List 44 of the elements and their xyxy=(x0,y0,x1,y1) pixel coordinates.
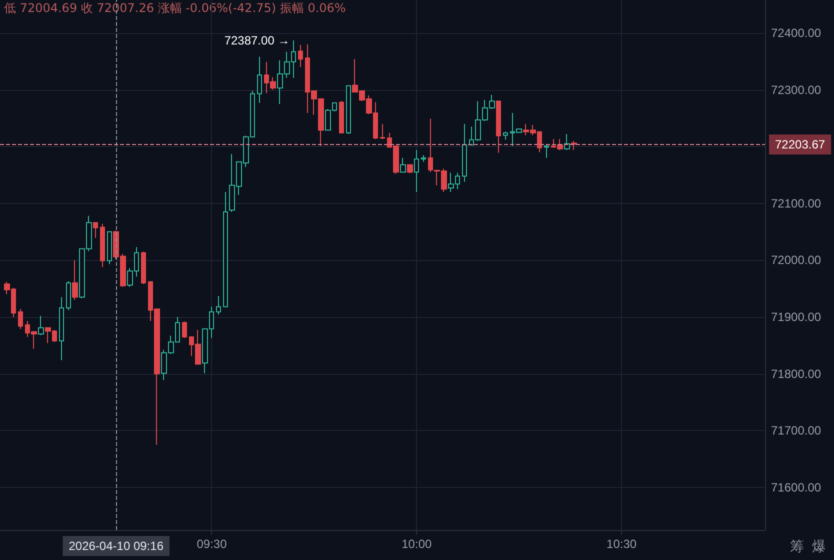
annotation: 72387.00 → xyxy=(224,33,290,48)
x-tick-label: 10:30 xyxy=(606,537,637,551)
candlestick xyxy=(380,123,385,140)
annotation: 低 72004.69 收 72007.26 涨幅 -0.06%(-42.75) 振幅 0.06% xyxy=(4,1,346,15)
candlestick xyxy=(400,157,406,174)
candlestick xyxy=(216,295,221,316)
candlestick xyxy=(571,140,577,150)
candlestick xyxy=(544,144,549,158)
x-tick-label: 09:30 xyxy=(196,537,228,551)
candlestick xyxy=(496,100,501,154)
candlestick xyxy=(462,123,467,182)
candlestick xyxy=(564,134,570,150)
candlestick xyxy=(93,222,98,239)
candlestick xyxy=(223,192,228,308)
candlestick xyxy=(59,296,64,361)
candlestick xyxy=(298,44,303,68)
candlestick xyxy=(100,223,105,268)
y-tick-label: 72300.00 xyxy=(771,82,822,97)
candlestick xyxy=(18,308,23,330)
y-tick-label: 72400.00 xyxy=(771,26,822,40)
candlestick xyxy=(346,85,351,135)
candlestick xyxy=(66,280,71,311)
y-tick-label: 71900.00 xyxy=(771,310,822,324)
candlestick xyxy=(107,230,112,265)
candlestick xyxy=(257,56,262,104)
x-tick-label: 10:00 xyxy=(402,537,432,551)
y-tick-label: 71600.00 xyxy=(771,480,822,494)
candlestick xyxy=(38,315,44,336)
y-tick-label: 72000.00 xyxy=(771,253,822,268)
candlestick xyxy=(339,100,344,134)
candlestick xyxy=(141,251,146,285)
y-tick-label: 71700.00 xyxy=(771,424,822,438)
y-tick-label: 72100.00 xyxy=(771,196,822,210)
ref-line-label: 72203.67 xyxy=(775,137,826,152)
candlestick xyxy=(407,164,413,174)
candlestick xyxy=(503,131,508,140)
text: 筹 xyxy=(790,539,804,555)
candlestick xyxy=(414,149,419,193)
y-tick-label: 71800.00 xyxy=(771,366,822,381)
ref-line-label: 2026-04-10 09:16 xyxy=(68,539,164,553)
candlestick xyxy=(421,154,426,162)
candlestick xyxy=(72,260,78,300)
text: 爆 xyxy=(812,539,826,555)
candlestick xyxy=(182,321,187,338)
